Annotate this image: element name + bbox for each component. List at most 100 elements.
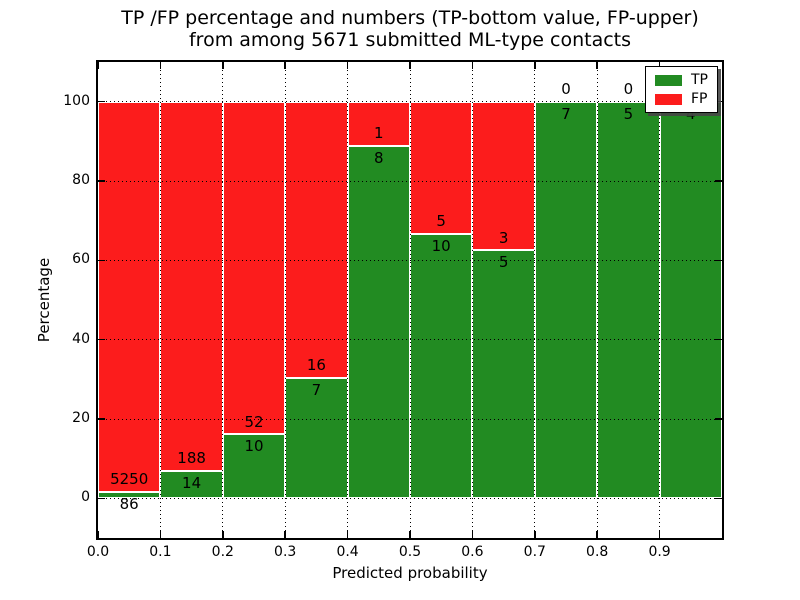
bar-segment-fp [410,101,473,234]
x-tick-label: 0.2 [211,544,234,560]
legend-fp-swatch-icon [655,93,682,105]
y-tick-label: 0 [81,489,90,506]
x-tick-bottom [596,531,598,538]
x-tick-label: 0.1 [149,544,172,560]
gridline-vertical [284,62,286,538]
value-label-fp: 0 [561,80,571,99]
gridline-vertical [471,62,473,538]
value-label-fp: 188 [177,449,206,468]
x-tick-label: 0.6 [461,544,484,560]
y-tick-label: 60 [72,251,90,268]
x-tick-top [658,62,661,69]
value-label-fp: 1 [374,124,384,143]
bar-segment-tp [160,470,223,499]
value-label-fp: 16 [306,356,326,375]
bar-segment-fp [285,101,348,378]
x-tick-bottom [222,531,224,538]
x-tick-top [284,62,286,69]
legend-tp-label: TP [691,72,708,88]
value-label-tp: 5 [498,253,509,272]
x-tick-bottom [97,531,99,538]
x-tick-top [409,62,411,69]
plot-area: 5250861881452101671851035070504 [97,62,722,538]
x-tick-label: 0.9 [648,544,671,560]
bar-segment-fp [98,101,161,492]
value-label-fp: 52 [244,412,264,431]
y-tick-left [98,418,105,420]
x-tick-top [471,62,474,69]
legend-tp-swatch-icon [655,74,682,86]
value-label-tp: 4 [686,104,696,123]
bar-segment-tp [347,145,410,499]
x-tick-label: 0.5 [398,544,422,560]
y-tick-right [715,338,722,341]
x-tick-top [97,62,99,69]
value-label-tp: 14 [182,473,202,492]
gridline-vertical [222,62,224,538]
bar-segment-tp [597,101,660,499]
chart-title-line1: TP /FP percentage and numbers (TP-bottom… [121,7,699,29]
y-tick-label: 100 [63,92,90,109]
x-tick-label: 0.4 [336,544,359,560]
y-tick-label: 40 [72,330,90,347]
x-tick-bottom [409,531,411,538]
value-label-tp: 10 [431,236,451,255]
legend-fp-label: FP [691,91,708,107]
x-tick-bottom [159,531,162,538]
chart-title: TP /FP percentage and numbers (TP-bottom… [98,7,722,52]
value-label-fp: 5250 [110,470,149,489]
y-tick-left [98,180,105,182]
value-label-fp: 5 [436,212,446,231]
chart-title-line2: from among 5671 submitted ML-type contac… [188,29,632,52]
x-tick-bottom [346,531,349,538]
y-tick-left [98,100,105,103]
y-tick-left [98,338,105,341]
y-tick-right [715,418,722,420]
x-tick-top [596,62,598,69]
x-tick-bottom [471,531,474,538]
value-label-tp: 7 [311,380,322,399]
y-tick-label: 20 [72,410,90,426]
gridline-vertical [347,62,349,538]
x-tick-top [159,62,162,69]
value-label-tp: 5 [623,104,634,123]
value-label-fp: 0 [623,80,634,99]
gridline-vertical [534,62,536,538]
value-label-tp: 7 [561,104,571,123]
x-tick-label: 0.3 [274,544,297,560]
y-tick-left [98,497,105,500]
y-tick-right [715,100,722,103]
value-label-tp: 10 [244,437,264,456]
gridline-vertical [409,62,411,538]
y-tick-right [715,259,722,262]
y-tick-right [715,180,722,182]
x-tick-bottom [284,531,286,538]
y-tick-right [715,497,722,500]
bar-segment-fp [472,101,535,251]
bar-segment-tp [410,233,473,499]
legend-entry-fp: FP [655,92,708,106]
bar-segment-tp [472,250,535,499]
bar-segment-fp [160,101,223,471]
x-tick-top [346,62,349,69]
y-tick-label: 80 [72,172,90,188]
x-tick-top [534,62,536,69]
bar-segment-tp [222,434,286,499]
x-tick-bottom [534,531,536,538]
gridline-vertical [659,62,661,538]
x-tick-label: 0.8 [586,544,609,560]
x-axis-label: Predicted probability [332,564,488,582]
bar-segment-tp [285,377,348,499]
bar-segment-fp [222,101,286,435]
x-tick-label: 0.7 [523,544,546,560]
y-tick-left [98,259,105,262]
bar-segment-tp [98,491,161,499]
gridline-vertical [159,62,161,538]
y-axis-label: Percentage [35,257,53,343]
gridline-vertical [596,62,598,538]
bar-segment-tp [534,101,598,499]
x-tick-top [222,62,224,69]
bar-segment-fp [347,101,410,146]
legend-entry-tp: TP [655,73,708,87]
